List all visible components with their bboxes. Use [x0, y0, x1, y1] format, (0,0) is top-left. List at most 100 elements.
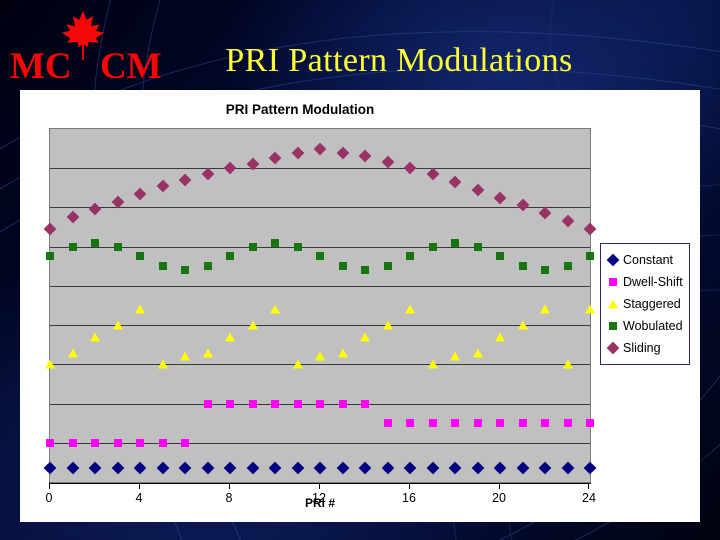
legend-item-staggered[interactable]: Staggered: [606, 293, 685, 315]
data-point: [383, 419, 392, 428]
data-point: [406, 252, 414, 261]
data-point: [563, 419, 572, 428]
data-point: [111, 461, 124, 475]
data-point: [583, 222, 597, 236]
data-point: [268, 152, 282, 165]
data-point: [88, 461, 102, 475]
data-point: [135, 304, 145, 314]
data-point: [473, 242, 482, 251]
data-point: [426, 167, 439, 181]
x-axis-label: 4: [135, 491, 143, 505]
data-point: [113, 242, 122, 251]
data-point: [428, 242, 437, 251]
data-point: [88, 203, 102, 216]
gridline: [50, 168, 590, 170]
data-point: [586, 419, 594, 428]
triangle-marker-icon: [606, 298, 620, 310]
legend-item-constant[interactable]: Constant: [606, 249, 685, 271]
data-point: [313, 461, 327, 475]
gridline: [50, 246, 590, 248]
gridline: [50, 325, 590, 327]
data-point: [358, 461, 372, 475]
data-point: [246, 461, 259, 475]
data-point: [247, 320, 258, 330]
legend-item-dwell-shift[interactable]: Dwell-Shift: [606, 271, 685, 293]
data-point: [585, 304, 595, 314]
data-point: [403, 461, 417, 475]
legend-item-wobulated[interactable]: Wobulated: [606, 315, 685, 337]
data-point: [405, 304, 415, 314]
data-point: [541, 266, 549, 275]
data-point: [382, 320, 393, 330]
data-point: [471, 183, 484, 197]
data-point: [538, 206, 552, 220]
data-point: [291, 461, 304, 475]
x-axis-label: 20: [492, 491, 506, 505]
data-point: [156, 179, 169, 193]
data-point: [381, 155, 394, 169]
data-point: [361, 266, 369, 275]
legend-label: Sliding: [623, 341, 661, 355]
data-point: [201, 461, 214, 475]
plot-area: [43, 128, 597, 483]
legend-item-sliding[interactable]: Sliding: [606, 337, 685, 359]
data-point: [180, 351, 190, 361]
data-point: [358, 150, 372, 163]
x-axis-label: 8: [225, 491, 233, 505]
data-point: [268, 461, 282, 475]
data-point: [336, 146, 349, 159]
data-point: [66, 210, 79, 224]
data-point: [561, 461, 574, 475]
logo-text-right: CM: [100, 46, 162, 87]
data-point: [583, 461, 597, 475]
data-point: [516, 461, 529, 475]
legend-label: Staggered: [623, 297, 681, 311]
data-point: [202, 348, 213, 358]
data-point: [43, 222, 57, 236]
square-marker-icon: [606, 276, 620, 288]
data-point: [178, 461, 192, 475]
data-point: [223, 461, 237, 475]
data-point: [337, 348, 348, 358]
data-point: [271, 238, 279, 247]
gridline: [50, 442, 590, 444]
slide-title: PRI Pattern Modulations: [225, 42, 573, 79]
data-point: [178, 173, 192, 187]
organization-logo: MC CM: [6, 8, 166, 86]
diamond-marker-icon: [606, 341, 620, 355]
data-point: [493, 191, 507, 204]
legend-label: Constant: [623, 253, 674, 267]
data-point: [248, 242, 257, 251]
data-point: [248, 399, 257, 408]
data-point: [203, 262, 212, 271]
data-point: [66, 461, 79, 475]
data-point: [225, 332, 235, 342]
data-point: [46, 438, 54, 447]
chart-legend: Constant Dwell-Shift Staggered Wobulated Sli…: [600, 243, 690, 365]
data-point: [68, 438, 77, 447]
data-point: [518, 262, 527, 271]
data-point: [181, 266, 189, 275]
data-point: [338, 262, 347, 271]
gridline: [50, 285, 590, 287]
data-point: [226, 252, 234, 261]
x-axis: 0 4 8 12 16 20 24: [46, 483, 596, 505]
data-point: [540, 304, 550, 314]
data-point: [157, 359, 168, 369]
data-point: [293, 242, 302, 251]
data-point: [111, 195, 124, 208]
data-point: [223, 161, 237, 175]
logo-text-left: MC: [10, 46, 72, 87]
data-point: [316, 252, 324, 261]
x-axis-tick: [409, 483, 410, 489]
data-point: [541, 419, 549, 428]
data-point: [156, 461, 169, 475]
data-point: [136, 438, 144, 447]
data-point: [133, 187, 147, 201]
data-point: [113, 438, 122, 447]
x-axis-tick: [319, 483, 320, 489]
square-marker-icon: [606, 320, 620, 332]
x-axis-tick: [588, 483, 589, 489]
legend-label: Dwell-Shift: [623, 275, 683, 289]
data-point: [361, 399, 369, 408]
